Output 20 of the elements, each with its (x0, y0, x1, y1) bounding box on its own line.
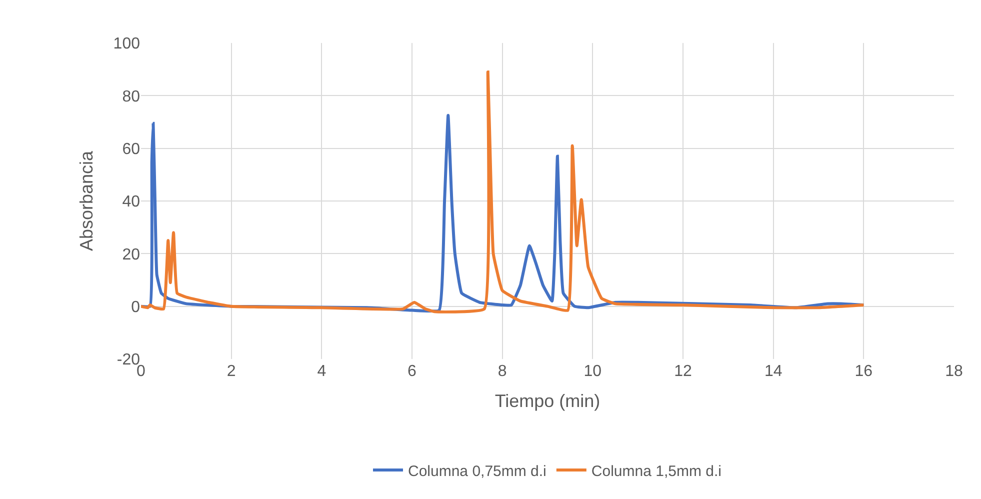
x-tick-label: 10 (584, 363, 602, 380)
x-tick-label: 16 (854, 363, 873, 380)
x-tick-label: 14 (764, 363, 782, 380)
x-tick-label: 8 (498, 363, 507, 380)
y-tick-label: 0 (131, 298, 140, 316)
y-tick-label: 20 (122, 246, 140, 264)
x-axis-title: Tiempo (min) (494, 391, 600, 412)
legend-label: Columna 1,5mm d.i (591, 462, 722, 480)
y-tick-label: 80 (122, 88, 140, 106)
y-tick-label: 40 (122, 194, 140, 211)
y-axis-title: Absorbancia (76, 150, 96, 252)
x-tick-label: 18 (945, 363, 963, 380)
legend-label: Columna 0,75mm d.i (408, 462, 546, 480)
x-tick-label: 2 (226, 363, 236, 380)
line-series (141, 70, 866, 314)
x-tick-label: 4 (317, 363, 326, 380)
x-tick-label: 12 (674, 363, 692, 380)
x-tick-label: 6 (408, 363, 417, 380)
y-tick-label: 100 (113, 36, 140, 53)
y-tick-label: 60 (122, 140, 140, 158)
